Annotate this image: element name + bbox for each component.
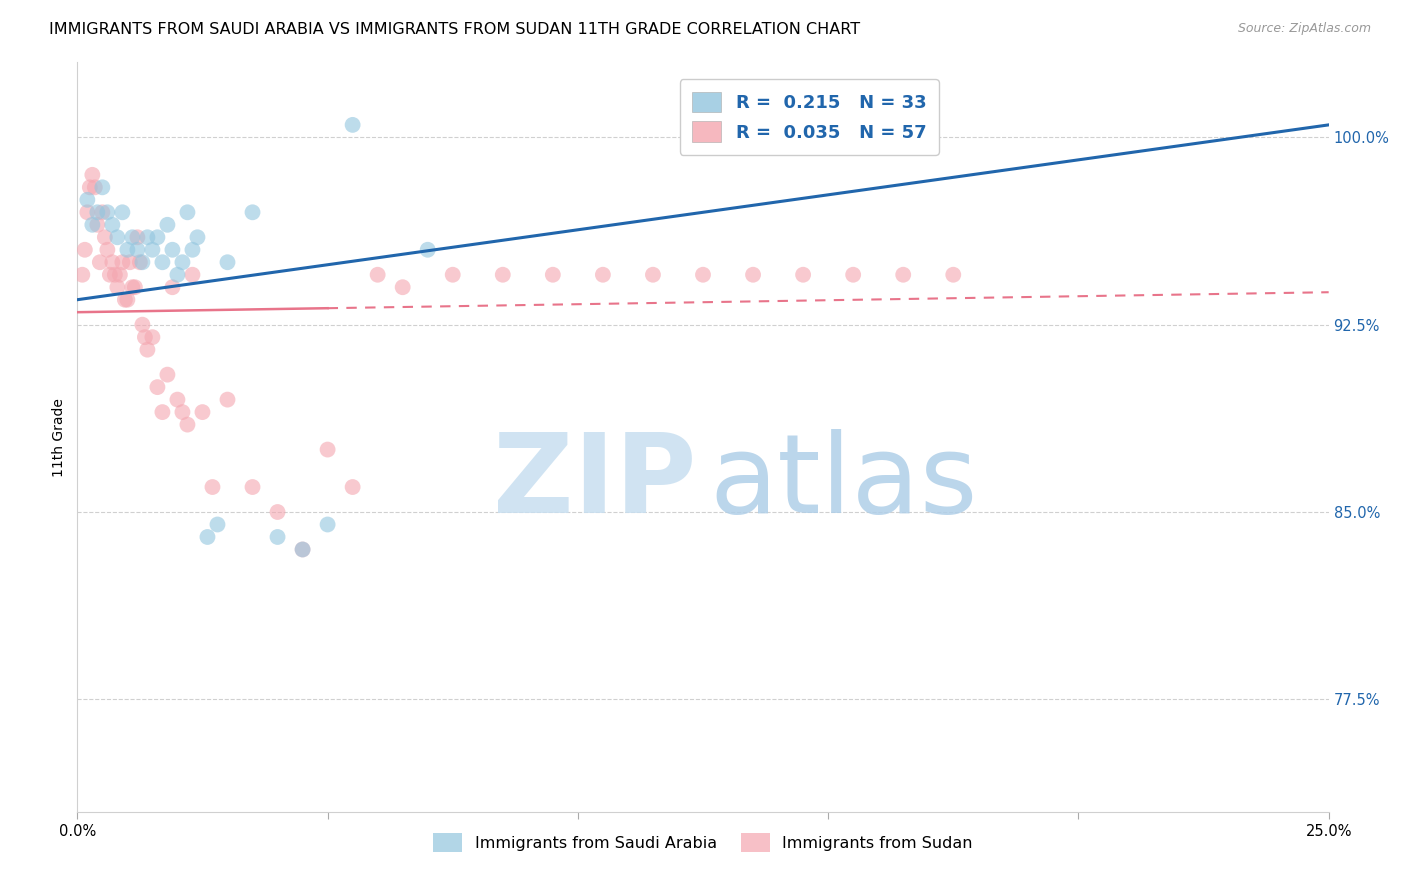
Point <box>181 243 204 257</box>
Point <box>86 205 108 219</box>
Point <box>104 268 127 282</box>
Point <box>217 392 239 407</box>
Point <box>121 230 143 244</box>
Point <box>186 230 208 244</box>
Point <box>101 255 124 269</box>
Point <box>342 118 364 132</box>
Point <box>82 218 104 232</box>
Point <box>592 268 614 282</box>
Y-axis label: 11th Grade: 11th Grade <box>52 398 66 476</box>
Point <box>118 255 141 269</box>
Point <box>76 193 98 207</box>
Point <box>342 480 364 494</box>
Point <box>91 205 114 219</box>
Legend: Immigrants from Saudi Arabia, Immigrants from Sudan: Immigrants from Saudi Arabia, Immigrants… <box>425 825 981 860</box>
Point <box>176 417 198 432</box>
Point <box>416 243 439 257</box>
Point <box>201 480 224 494</box>
Point <box>89 255 111 269</box>
Point <box>792 268 814 282</box>
Point <box>266 530 288 544</box>
Point <box>136 343 159 357</box>
Point <box>692 268 714 282</box>
Point <box>291 542 314 557</box>
Point <box>101 218 124 232</box>
Text: ZIP: ZIP <box>494 428 697 535</box>
Point <box>162 243 184 257</box>
Point <box>96 243 118 257</box>
Point <box>166 268 188 282</box>
Point <box>114 293 136 307</box>
Point <box>842 268 865 282</box>
Point <box>641 268 664 282</box>
Point <box>131 318 153 332</box>
Point <box>197 530 219 544</box>
Point <box>152 255 174 269</box>
Point <box>742 268 765 282</box>
Point <box>316 442 339 457</box>
Point <box>891 268 914 282</box>
Point <box>131 255 153 269</box>
Point <box>82 168 104 182</box>
Point <box>191 405 214 419</box>
Point <box>117 293 139 307</box>
Point <box>111 255 134 269</box>
Point <box>146 380 169 394</box>
Point <box>176 205 198 219</box>
Text: Source: ZipAtlas.com: Source: ZipAtlas.com <box>1237 22 1371 36</box>
Point <box>111 205 134 219</box>
Text: atlas: atlas <box>709 428 977 535</box>
Point <box>94 230 117 244</box>
Point <box>121 280 143 294</box>
Point <box>942 268 965 282</box>
Point <box>117 243 139 257</box>
Point <box>141 243 163 257</box>
Point <box>291 542 314 557</box>
Point <box>541 268 564 282</box>
Point <box>152 405 174 419</box>
Point <box>172 405 194 419</box>
Point <box>156 368 179 382</box>
Point <box>266 505 288 519</box>
Point <box>83 180 105 194</box>
Point <box>441 268 464 282</box>
Point <box>162 280 184 294</box>
Point <box>86 218 108 232</box>
Point <box>207 517 229 532</box>
Point <box>105 280 128 294</box>
Point <box>72 268 94 282</box>
Point <box>166 392 188 407</box>
Point <box>73 243 96 257</box>
Point <box>134 330 156 344</box>
Point <box>124 280 146 294</box>
Point <box>76 205 98 219</box>
Point <box>129 255 152 269</box>
Point <box>172 255 194 269</box>
Point <box>91 180 114 194</box>
Point <box>79 180 101 194</box>
Point <box>367 268 389 282</box>
Point <box>391 280 413 294</box>
Point <box>242 480 264 494</box>
Point <box>98 268 121 282</box>
Point <box>136 230 159 244</box>
Point <box>217 255 239 269</box>
Point <box>146 230 169 244</box>
Point <box>156 218 179 232</box>
Point <box>127 230 149 244</box>
Point <box>105 230 128 244</box>
Point <box>127 243 149 257</box>
Point <box>141 330 163 344</box>
Point <box>181 268 204 282</box>
Point <box>492 268 515 282</box>
Point <box>1092 817 1115 831</box>
Text: IMMIGRANTS FROM SAUDI ARABIA VS IMMIGRANTS FROM SUDAN 11TH GRADE CORRELATION CHA: IMMIGRANTS FROM SAUDI ARABIA VS IMMIGRAN… <box>49 22 860 37</box>
Point <box>316 517 339 532</box>
Point <box>108 268 131 282</box>
Point <box>96 205 118 219</box>
Point <box>242 205 264 219</box>
